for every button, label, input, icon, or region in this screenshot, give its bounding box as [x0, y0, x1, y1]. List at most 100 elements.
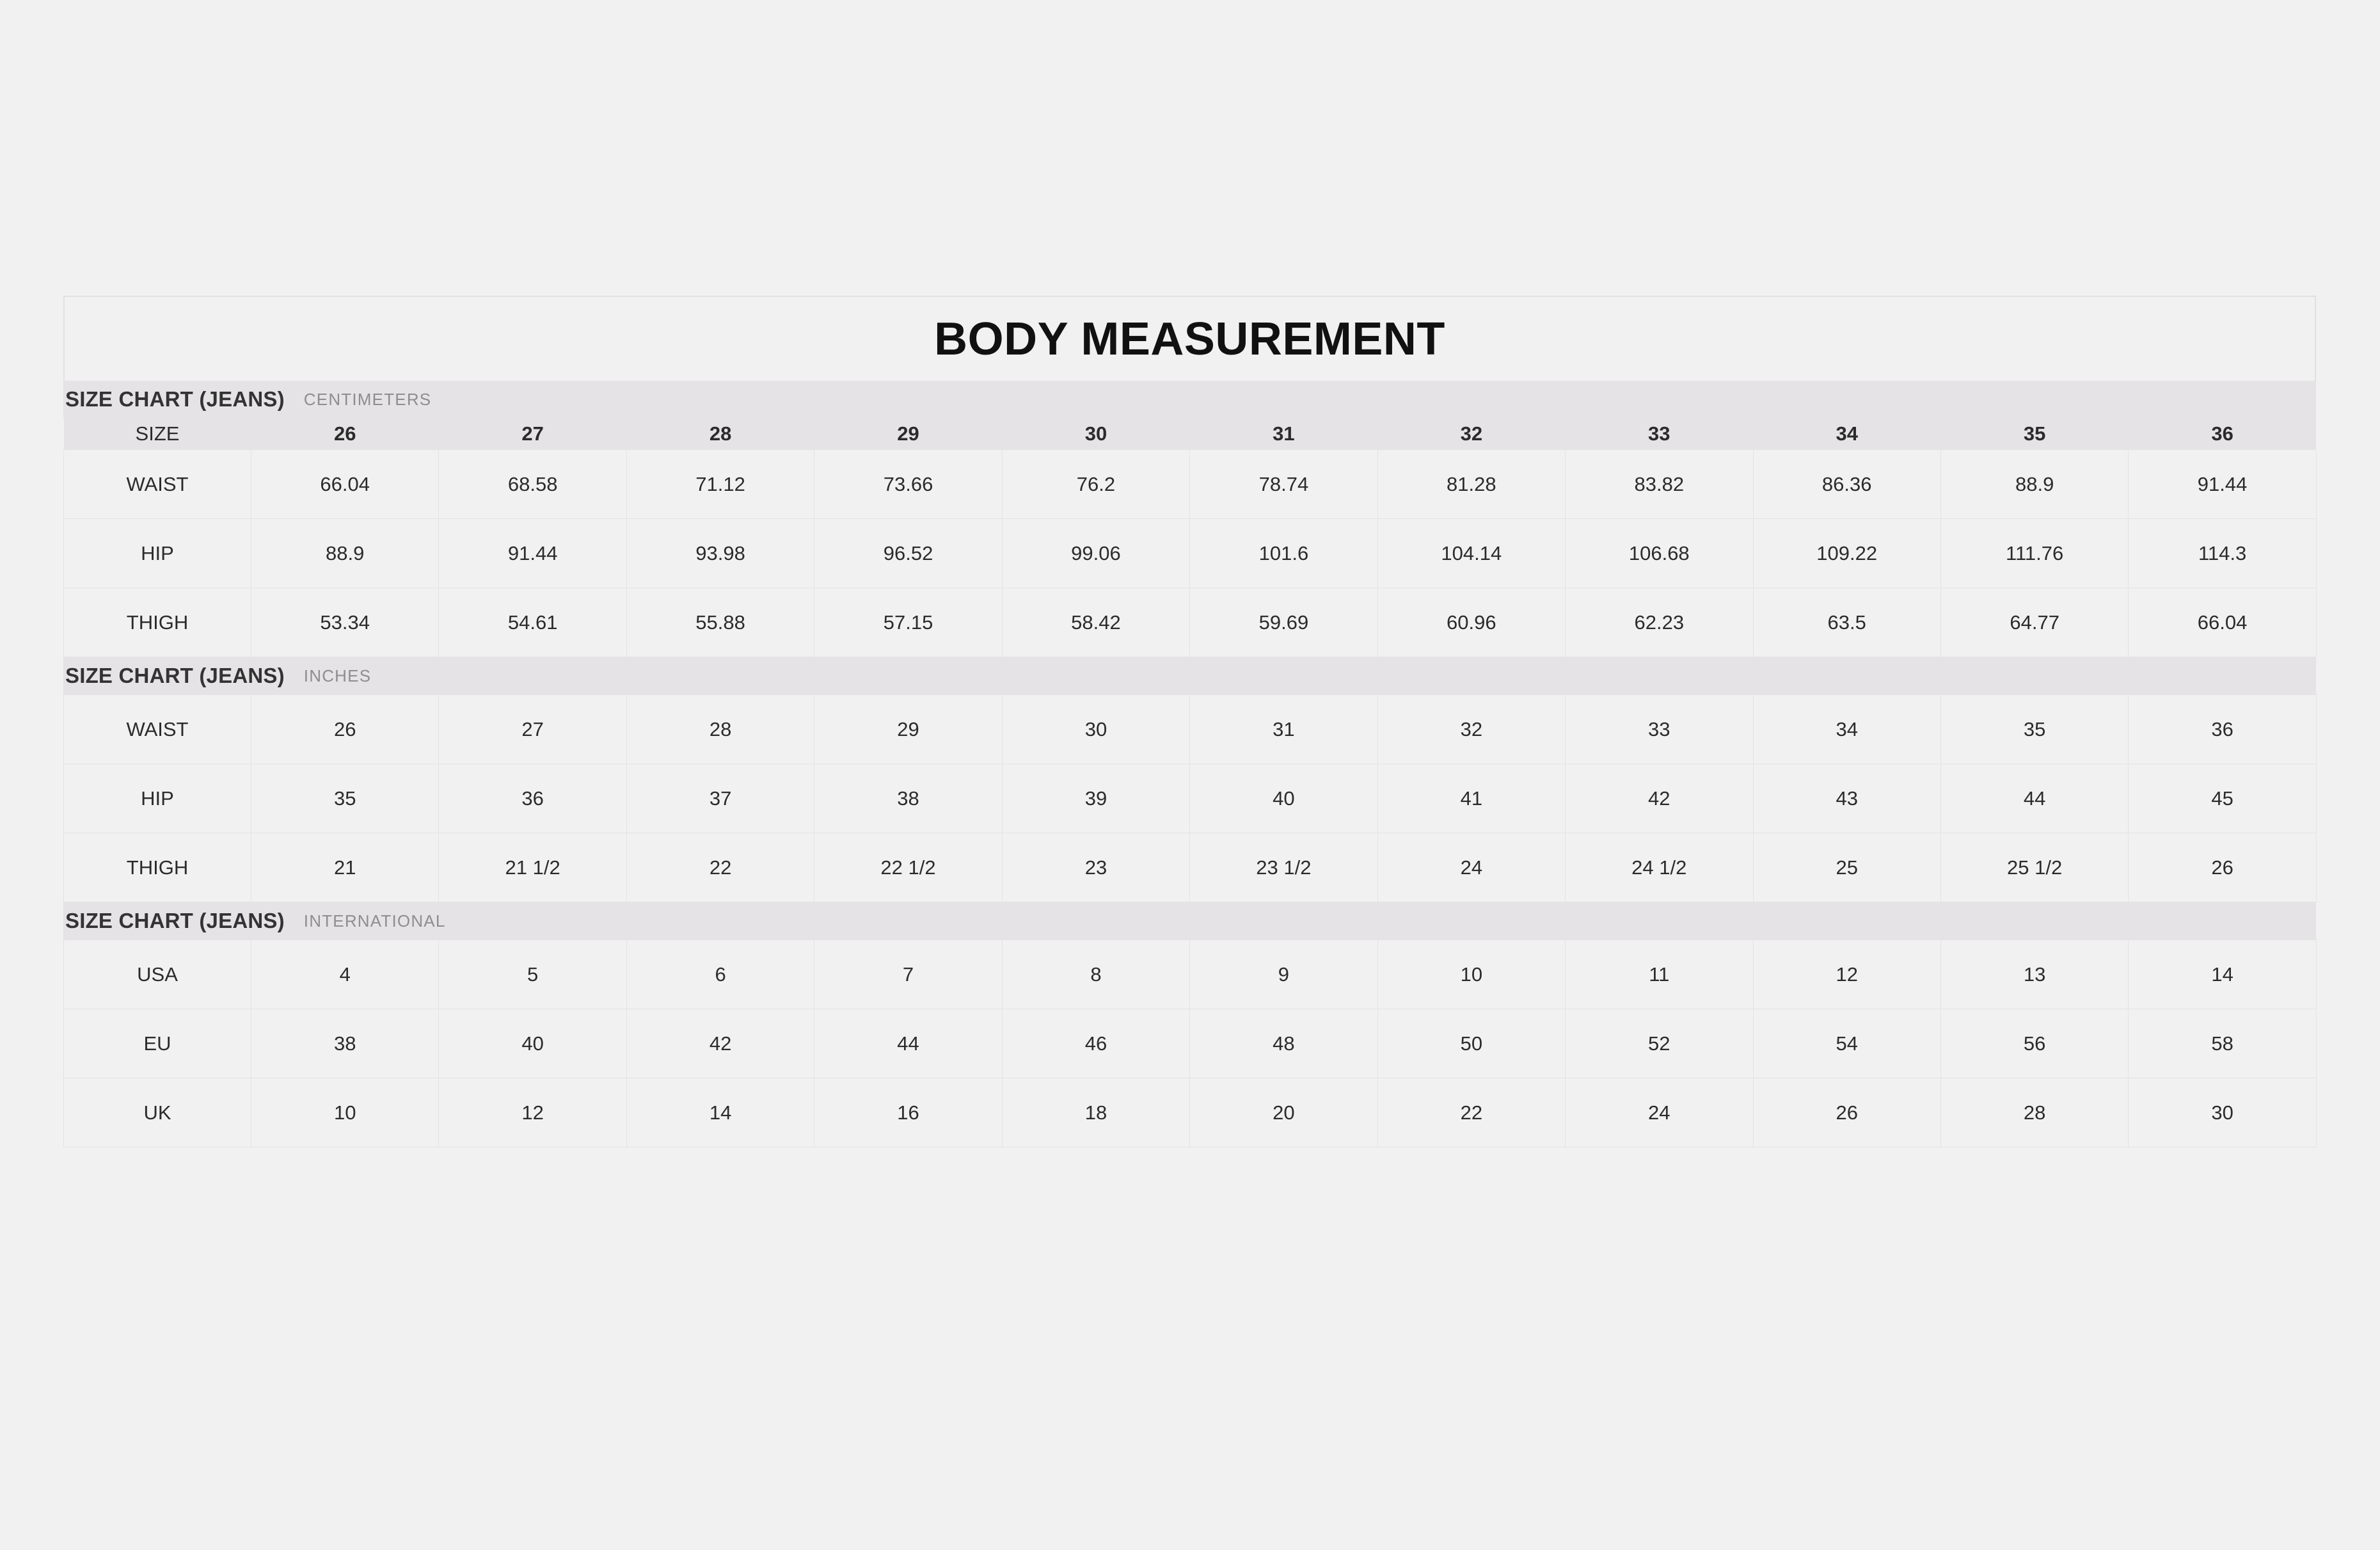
measurement-cell: 31 [1189, 694, 1378, 764]
section-unit-label: CENTIMETERS [303, 389, 432, 409]
measurement-cell: 86.36 [1752, 449, 1941, 519]
measurement-cell: 88.9 [1940, 449, 2129, 519]
measurement-cell: 42 [626, 1009, 815, 1078]
row-label: THIGH [63, 587, 251, 657]
size-table-international: USA 4 5 6 7 8 9 10 11 12 13 14 EU 38 40 42 44 46 48 50 52 54 5… [63, 939, 2317, 1147]
measurement-cell: 30 [1001, 694, 1191, 764]
measurement-cell: 38 [814, 763, 1003, 833]
measurement-cell: 28 [1940, 1078, 2129, 1147]
measurement-cell: 68.58 [438, 449, 627, 519]
size-header-cell: 36 [2211, 422, 2233, 445]
page-title: BODY MEASUREMENT [934, 313, 1445, 365]
measurement-cell: 101.6 [1189, 518, 1378, 588]
measurement-cell: 59.69 [1189, 587, 1378, 657]
size-header-cell: 28 [709, 422, 732, 445]
measurement-cell: 26 [250, 694, 440, 764]
measurement-cell: 14 [2128, 939, 2317, 1009]
measurement-cell: 104.14 [1377, 518, 1566, 588]
measurement-cell: 111.76 [1940, 518, 2129, 588]
measurement-cell: 63.5 [1752, 587, 1941, 657]
measurement-cell: 48 [1189, 1009, 1378, 1078]
measurement-cell: 23 [1001, 833, 1191, 902]
measurement-cell: 35 [250, 763, 440, 833]
measurement-cell: 53.34 [250, 587, 440, 657]
row-label: WAIST [63, 694, 251, 764]
measurement-cell: 25 1/2 [1940, 833, 2129, 902]
measurement-cell: 106.68 [1565, 518, 1754, 588]
measurement-cell: 12 [1752, 939, 1941, 1009]
measurement-cell: 44 [1940, 763, 2129, 833]
measurement-cell: 93.98 [626, 518, 815, 588]
measurement-cell: 109.22 [1752, 518, 1941, 588]
row-label: HIP [63, 518, 251, 588]
table-row: THIGH 21 21 1/2 22 22 1/2 23 23 1/2 24 24 1/2 25 2… [63, 833, 2317, 902]
size-header-row: SIZE 26 27 28 29 30 31 32 33 34 35 36 [63, 418, 2317, 450]
measurement-cell: 24 [1565, 1078, 1754, 1147]
measurement-cell: 37 [626, 763, 815, 833]
row-label: EU [63, 1009, 251, 1078]
size-header-cell: 27 [521, 422, 544, 445]
measurement-cell: 78.74 [1189, 449, 1378, 519]
measurement-cell: 99.06 [1001, 518, 1191, 588]
measurement-cell: 34 [1752, 694, 1941, 764]
measurement-cell: 10 [1377, 939, 1566, 1009]
measurement-cell: 26 [1752, 1078, 1941, 1147]
measurement-cell: 21 1/2 [438, 833, 627, 902]
size-header-label: SIZE [135, 422, 180, 445]
measurement-cell: 9 [1189, 939, 1378, 1009]
row-label: HIP [63, 763, 251, 833]
size-header-cell: 31 [1273, 422, 1295, 445]
size-chart-container: BODY MEASUREMENT SIZE CHART (JEANS) CENTI… [63, 296, 2317, 1147]
measurement-cell: 12 [438, 1078, 627, 1147]
measurement-cell: 42 [1565, 763, 1754, 833]
section-unit-label: INCHES [303, 666, 372, 685]
measurement-cell: 4 [250, 939, 440, 1009]
size-table-centimeters: SIZE 26 27 28 29 30 31 32 33 34 35 36 WAIST 66.04 68.5… [63, 418, 2317, 657]
measurement-cell: 25 [1752, 833, 1941, 902]
measurement-cell: 81.28 [1377, 449, 1566, 519]
size-header-cell: 32 [1460, 422, 1483, 445]
measurement-cell: 8 [1001, 939, 1191, 1009]
measurement-cell: 43 [1752, 763, 1941, 833]
measurement-cell: 18 [1001, 1078, 1191, 1147]
measurement-cell: 24 1/2 [1565, 833, 1754, 902]
measurement-cell: 39 [1001, 763, 1191, 833]
measurement-cell: 54.61 [438, 587, 627, 657]
measurement-cell: 73.66 [814, 449, 1003, 519]
measurement-cell: 91.44 [438, 518, 627, 588]
measurement-cell: 60.96 [1377, 587, 1566, 657]
measurement-cell: 10 [250, 1078, 440, 1147]
row-label: WAIST [63, 449, 251, 519]
measurement-cell: 27 [438, 694, 627, 764]
section-unit-label: INTERNATIONAL [303, 911, 446, 931]
section-header-international: SIZE CHART (JEANS) INTERNATIONAL [63, 902, 2316, 939]
measurement-cell: 40 [1189, 763, 1378, 833]
measurement-cell: 7 [814, 939, 1003, 1009]
measurement-cell: 22 [626, 833, 815, 902]
measurement-cell: 28 [626, 694, 815, 764]
measurement-cell: 55.88 [626, 587, 815, 657]
measurement-cell: 54 [1752, 1009, 1941, 1078]
measurement-cell: 6 [626, 939, 815, 1009]
measurement-cell: 66.04 [2128, 587, 2317, 657]
size-header-cell: 30 [1084, 422, 1107, 445]
measurement-cell: 66.04 [250, 449, 440, 519]
measurement-cell: 62.23 [1565, 587, 1754, 657]
measurement-cell: 57.15 [814, 587, 1003, 657]
size-header-cell: 29 [897, 422, 919, 445]
measurement-cell: 56 [1940, 1009, 2129, 1078]
measurement-cell: 30 [2128, 1078, 2317, 1147]
section-title: SIZE CHART (JEANS) [65, 387, 285, 411]
measurement-cell: 64.77 [1940, 587, 2129, 657]
size-header-cell: 34 [1836, 422, 1858, 445]
measurement-cell: 71.12 [626, 449, 815, 519]
table-row: HIP 35 36 37 38 39 40 41 42 43 44 45 [63, 763, 2317, 833]
measurement-cell: 38 [250, 1009, 440, 1078]
section-header-centimeters: SIZE CHART (JEANS) CENTIMETERS [63, 381, 2316, 418]
measurement-cell: 114.3 [2128, 518, 2317, 588]
size-header-cell: 26 [333, 422, 356, 445]
measurement-cell: 29 [814, 694, 1003, 764]
row-label: UK [63, 1078, 251, 1147]
measurement-cell: 83.82 [1565, 449, 1754, 519]
